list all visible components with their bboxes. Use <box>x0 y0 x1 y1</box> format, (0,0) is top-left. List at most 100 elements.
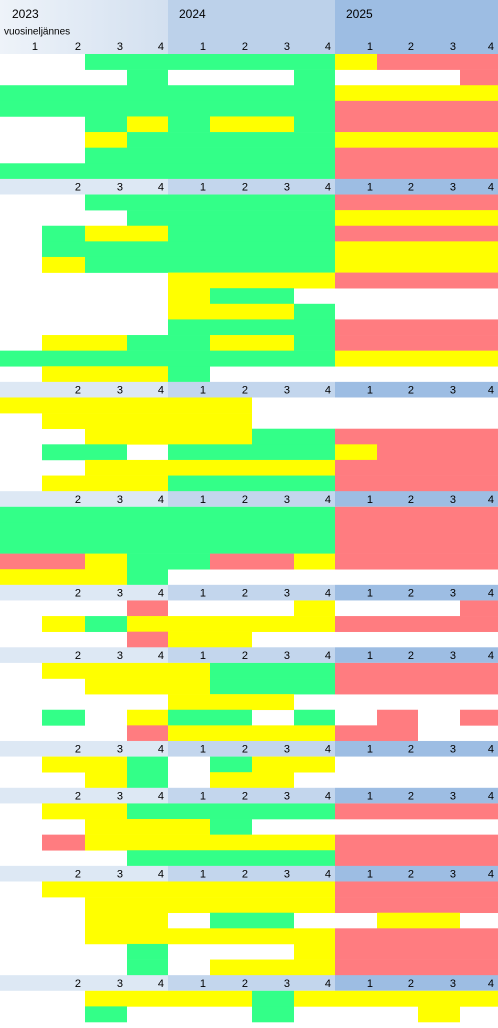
cell <box>168 553 210 570</box>
cell <box>42 225 85 242</box>
cell <box>460 928 498 945</box>
cell <box>460 444 498 461</box>
cell <box>0 350 42 367</box>
cell <box>252 350 294 367</box>
quarter-label: 1 <box>200 869 206 881</box>
separator-bg <box>0 787 168 804</box>
cell <box>127 803 168 820</box>
quarter-label: 2 <box>75 182 81 194</box>
cell <box>335 506 377 523</box>
cell <box>85 1006 127 1023</box>
cell <box>377 553 418 570</box>
cell <box>460 428 498 445</box>
cell <box>127 100 168 117</box>
cell <box>377 444 418 461</box>
quarter-label: 3 <box>117 385 123 397</box>
cell <box>294 319 335 336</box>
cell <box>335 241 377 258</box>
cell <box>294 163 335 180</box>
cell <box>42 241 85 258</box>
cell <box>418 881 460 898</box>
cell <box>335 881 377 898</box>
cell <box>210 803 252 820</box>
quarter-label: 3 <box>450 588 456 600</box>
separator-bg <box>168 381 335 398</box>
cell <box>460 132 498 148</box>
cell <box>252 256 294 273</box>
cell <box>252 194 294 211</box>
cell <box>85 147 127 164</box>
quarter-label: 2 <box>75 588 81 600</box>
cell <box>460 241 498 258</box>
cell <box>252 210 294 227</box>
cell <box>377 256 418 273</box>
cell <box>127 225 168 242</box>
quarter-label: 4 <box>158 182 164 194</box>
cell <box>335 538 377 554</box>
cell <box>335 132 377 148</box>
cell <box>252 459 294 476</box>
cell <box>168 147 210 164</box>
cell <box>42 397 85 414</box>
cell <box>335 116 377 133</box>
cell <box>252 241 294 258</box>
quarter-label: 4 <box>325 869 331 881</box>
cell <box>377 928 418 945</box>
quarter-label: 1 <box>367 650 373 662</box>
quarter-label: 3 <box>450 494 456 506</box>
cell <box>294 225 335 242</box>
cell <box>418 100 460 117</box>
year-label: 2023 <box>12 7 39 21</box>
cell <box>418 616 460 632</box>
cell <box>127 959 168 976</box>
cell <box>42 100 85 117</box>
cell <box>210 912 252 929</box>
separator-bg <box>0 491 168 507</box>
cell <box>294 241 335 258</box>
cell <box>168 288 210 305</box>
quarter-label: 4 <box>325 744 331 756</box>
cell <box>127 943 168 960</box>
separator-bg <box>168 740 335 757</box>
quarter-label: 2 <box>408 588 414 600</box>
cell <box>377 335 418 351</box>
quarter-label: 2 <box>408 41 414 53</box>
quarter-label: 4 <box>488 869 494 881</box>
cell <box>252 756 294 773</box>
cell <box>252 116 294 133</box>
cell <box>127 881 168 898</box>
cell <box>377 725 418 742</box>
quarter-label: 3 <box>117 650 123 662</box>
cell <box>377 100 418 117</box>
cell <box>85 506 127 523</box>
quarter-label: 4 <box>325 588 331 600</box>
cell <box>168 303 210 320</box>
cell <box>85 928 127 945</box>
cell <box>294 662 335 679</box>
cell <box>0 85 42 102</box>
separator-bg <box>0 865 168 882</box>
header-2025-bg <box>335 0 498 54</box>
quarter-label: 1 <box>367 869 373 881</box>
cell <box>210 694 252 711</box>
cell <box>127 912 168 929</box>
cell <box>460 538 498 554</box>
year-label: 2025 <box>346 7 373 21</box>
cell <box>210 678 252 695</box>
cell <box>294 928 335 945</box>
cell <box>418 928 460 945</box>
quarter-label: 3 <box>450 182 456 194</box>
cell <box>210 256 252 273</box>
quarter-label: 4 <box>325 650 331 662</box>
separator-bg <box>335 178 498 195</box>
cell <box>85 256 127 273</box>
cell <box>210 288 252 305</box>
cell <box>127 116 168 133</box>
cell <box>418 241 460 258</box>
separator-bg <box>0 178 168 195</box>
header-2024-bg <box>168 0 335 54</box>
cell <box>42 444 85 461</box>
cell <box>127 241 168 258</box>
cell <box>252 147 294 164</box>
cell <box>127 772 168 789</box>
